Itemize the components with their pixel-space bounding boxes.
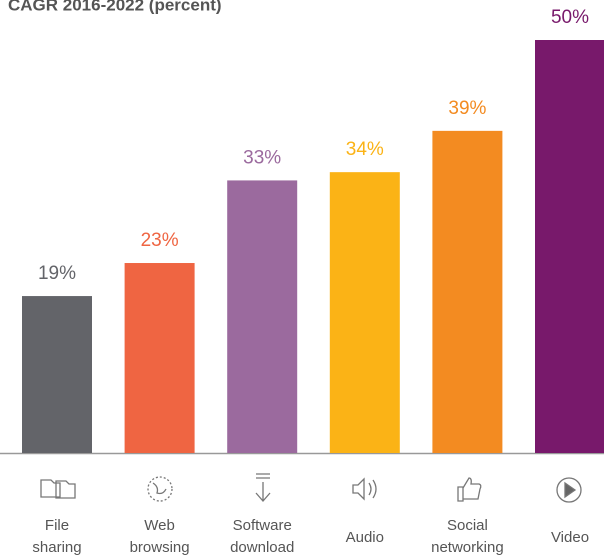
x-tick-label: Software download xyxy=(230,517,294,556)
icons xyxy=(40,473,582,503)
value-label: 34% xyxy=(346,139,384,160)
bar xyxy=(329,172,400,453)
value-label: 19% xyxy=(38,263,76,284)
value-label: 50% xyxy=(551,7,589,28)
file-sharing-icon xyxy=(40,479,76,499)
x-tick-label: Web browsing xyxy=(130,517,190,556)
value-label: 39% xyxy=(448,98,486,119)
x-tick-label-line: Audio xyxy=(346,529,384,546)
download-icon xyxy=(255,473,271,502)
x-tick-label-line: Video xyxy=(551,529,589,546)
bar xyxy=(124,263,195,453)
audio-icon xyxy=(352,477,377,501)
bar xyxy=(22,296,92,453)
like-icon xyxy=(457,477,482,502)
x-tick-label: Social networking xyxy=(431,517,504,556)
x-tick-label-line: networking xyxy=(431,539,504,556)
chart-title: CAGR 2016-2022 (percent) xyxy=(8,0,222,14)
x-tick-label: Video xyxy=(551,529,589,546)
value-label: 33% xyxy=(243,147,281,168)
x-tick-label: Audio xyxy=(346,529,384,546)
x-tick-label-line: File xyxy=(45,517,69,534)
x-tick-label-line: browsing xyxy=(130,539,190,556)
x-tick-label-line: Web xyxy=(144,517,175,534)
video-icon xyxy=(556,477,582,503)
value-label: 23% xyxy=(141,230,179,251)
x-tick-label-line: Software xyxy=(233,517,292,534)
bar xyxy=(535,40,604,453)
web-icon xyxy=(147,476,173,502)
x-tick-label-line: download xyxy=(230,539,294,556)
bar xyxy=(432,130,503,454)
x-tick-label: File sharing xyxy=(32,517,81,556)
x-tick-label-line: Social xyxy=(447,517,488,534)
x-tick-label-line: sharing xyxy=(32,539,81,556)
bar xyxy=(227,180,298,454)
